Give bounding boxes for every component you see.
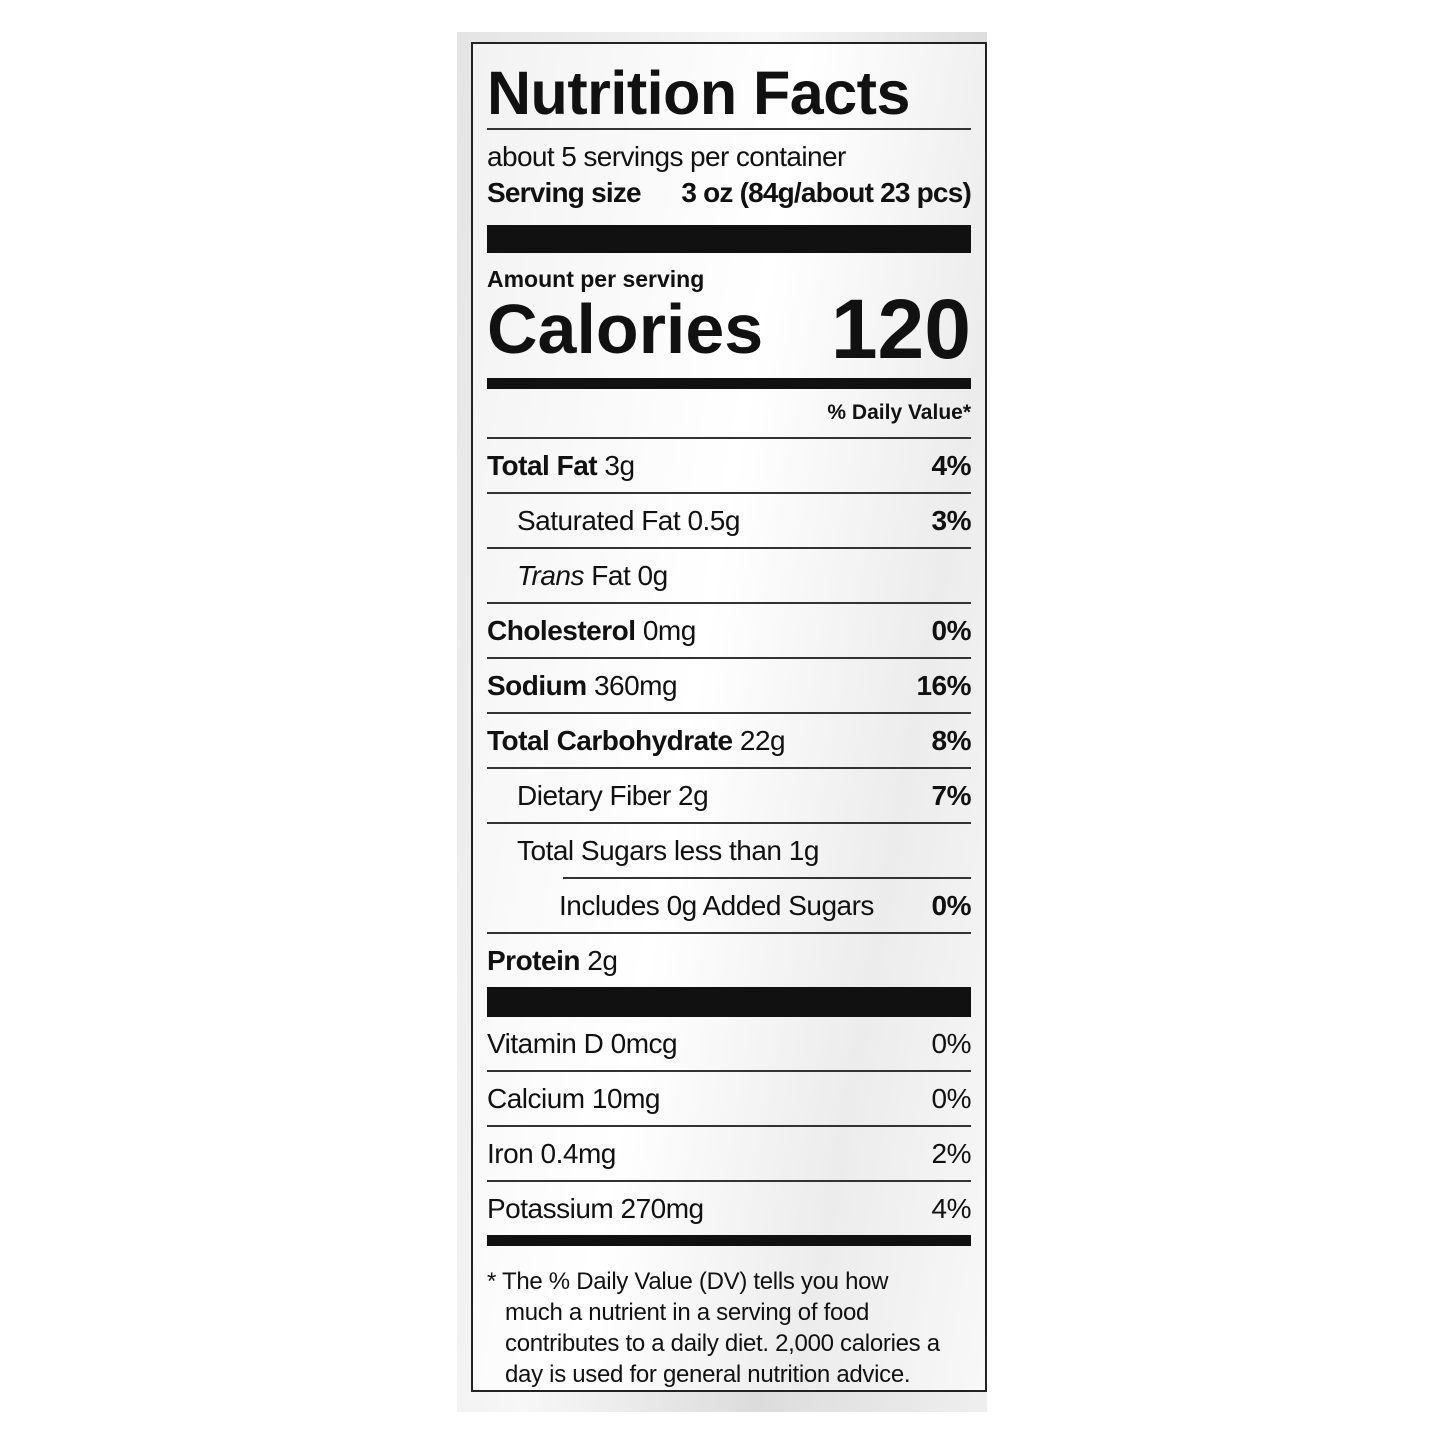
nutrient-dv: 4% (931, 449, 972, 481)
daily-value-header: % Daily Value* (827, 401, 971, 424)
nutrient-prefix: Trans (517, 559, 585, 591)
nutrient-text: Sodium 360mg (487, 669, 678, 702)
nutrient-amount: 0mg (642, 614, 696, 646)
vitamin-dv: 2% (931, 1137, 972, 1169)
nutrient-name: Total Sugars (517, 834, 667, 866)
thick-rule (487, 225, 971, 253)
nutrient-amount: 0.5g (687, 504, 740, 536)
nutrient-row: Total Fat 3g 4% (487, 437, 972, 492)
nutrition-label: Nutrition Facts about 5 servings per con… (471, 42, 987, 1392)
nutrient-dv: 3% (931, 504, 972, 536)
nutrient-amount: 2g (587, 944, 618, 976)
nutrient-dv: 0% (931, 614, 972, 646)
nutrient-row: Total Sugars less than 1g (487, 822, 971, 877)
vitamin-amount: 270mg (620, 1192, 705, 1224)
vitamin-name: Potassium (487, 1192, 614, 1224)
vitamin-text: Potassium 270mg (487, 1193, 704, 1225)
serving-size-value: 3 oz (84g/about 23 pcs) (681, 177, 971, 208)
vitamin-row: Potassium 270mg 4% (487, 1180, 972, 1235)
nutrient-name: Dietary Fiber (517, 779, 671, 811)
vitamin-dv: 0% (931, 1082, 972, 1114)
vitamin-name: Vitamin D (487, 1027, 604, 1059)
nutrient-name: Protein (487, 944, 580, 976)
nutrient-name: Total Fat (487, 449, 598, 481)
nutrient-text: Total Carbohydrate 22g (487, 724, 786, 757)
nutrient-amount: 0g (637, 559, 669, 591)
vitamin-list: Vitamin D 0mcg 0% Calcium 10mg 0% Iron 0.4mg… (487, 1017, 972, 1235)
vitamin-row: Iron 0.4mg 2% (487, 1125, 972, 1180)
nutrient-amount: 3g (604, 449, 635, 481)
thick-rule (487, 987, 971, 1017)
medium-rule (487, 1235, 971, 1246)
vitamin-text: Iron 0.4mg (487, 1138, 616, 1170)
serving-size: Serving size 3 oz (84g/about 23 pcs) (487, 175, 972, 211)
medium-rule (487, 378, 971, 389)
nutrient-dv: 8% (931, 724, 972, 756)
nutrient-text: Dietary Fiber 2g (487, 779, 709, 812)
nutrient-row: Dietary Fiber 2g 7% (487, 767, 972, 822)
vitamin-amount: 0.4mg (540, 1137, 617, 1169)
nutrient-amount: less than 1g (673, 834, 820, 866)
nutrient-row: Includes 0g Added Sugars 0% (559, 877, 972, 932)
vitamin-dv: 0% (931, 1027, 972, 1059)
nutrient-text: Protein 2g (487, 944, 618, 977)
nutrient-text: Total Sugars less than 1g (487, 835, 819, 867)
nutrient-amount: 2g (678, 779, 709, 811)
vitamin-amount: 10mg (591, 1082, 661, 1114)
nutrient-row: Sodium 360mg 16% (487, 657, 971, 712)
nutrient-list: Total Fat 3g 4% Saturated Fat 0.5g 3% Trans … (487, 437, 972, 987)
nutrient-amount: 360mg (593, 669, 678, 701)
nutrient-amount: 22g (739, 724, 786, 756)
vitamin-amount: 0mcg (610, 1027, 678, 1059)
nutrient-name: Fat (591, 559, 631, 591)
vitamin-text: Calcium 10mg (487, 1083, 660, 1115)
nutrient-text: Includes 0g Added Sugars (559, 890, 874, 922)
vitamin-name: Calcium (487, 1082, 585, 1114)
nutrient-name: Includes 0g Added Sugars (559, 889, 874, 921)
nutrient-dv: 7% (931, 779, 972, 811)
vitamin-name: Iron (487, 1137, 534, 1169)
nutrient-row: Cholesterol 0mg 0% (487, 602, 972, 657)
nutrient-text: Total Fat 3g (487, 450, 635, 482)
nutrient-name: Saturated Fat (517, 504, 681, 536)
nutrient-dv: 0% (931, 889, 972, 921)
calories-value: 120 (830, 282, 971, 376)
nutrient-name: Sodium (487, 669, 587, 701)
nutrient-text: Trans Fat 0g (487, 560, 668, 592)
package-panel: Nutrition Facts about 5 servings per con… (457, 32, 987, 1412)
nutrient-text: Cholesterol 0mg (487, 615, 696, 647)
vitamin-row: Vitamin D 0mcg 0% (487, 1017, 972, 1070)
nutrient-row: Trans Fat 0g (487, 547, 971, 602)
nutrient-row: Saturated Fat 0.5g 3% (487, 492, 972, 547)
amount-per-serving: Amount per serving (487, 266, 705, 292)
footnote: * The % Daily Value (DV) tells you how m… (487, 1268, 940, 1388)
nutrient-row: Protein 2g (487, 932, 971, 987)
nutrient-text: Saturated Fat 0.5g (487, 505, 740, 537)
calories: Calories 120 (487, 282, 971, 376)
nutrient-name: Cholesterol (487, 614, 636, 646)
servings: about 5 servings per container (487, 141, 846, 172)
nutrient-row: Total Carbohydrate 22g 8% (487, 712, 972, 767)
calories-label: Calories (487, 290, 764, 368)
vitamin-text: Vitamin D 0mcg (487, 1027, 678, 1060)
vitamin-row: Calcium 10mg 0% (487, 1070, 972, 1125)
nutrient-name: Total Carbohydrate (487, 724, 733, 756)
serving-size-label: Serving size (487, 177, 642, 208)
nutrient-dv: 16% (916, 669, 971, 701)
title: Nutrition Facts (487, 58, 971, 130)
vitamin-dv: 4% (931, 1192, 972, 1224)
